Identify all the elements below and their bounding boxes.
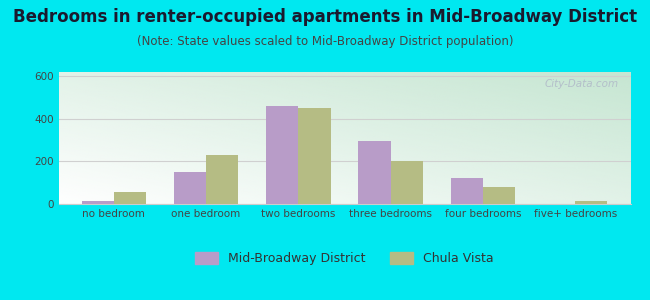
Bar (266, 106, 298, 204)
Bar (298, 108, 331, 204)
Bar (114, 192, 146, 204)
Text: Bedrooms in renter-occupied apartments in Mid-Broadway District: Bedrooms in renter-occupied apartments i… (13, 8, 637, 26)
Bar (81, 201, 114, 204)
Bar (174, 172, 206, 204)
Bar (206, 155, 239, 204)
Bar (391, 161, 423, 204)
Text: (Note: State values scaled to Mid-Broadway District population): (Note: State values scaled to Mid-Broadw… (136, 34, 514, 47)
Bar (358, 141, 391, 204)
Bar (450, 178, 483, 204)
Bar (483, 188, 515, 204)
Bar (575, 201, 608, 204)
Text: City-Data.com: City-Data.com (545, 79, 619, 88)
Legend: Mid-Broadway District, Chula Vista: Mid-Broadway District, Chula Vista (190, 247, 499, 270)
